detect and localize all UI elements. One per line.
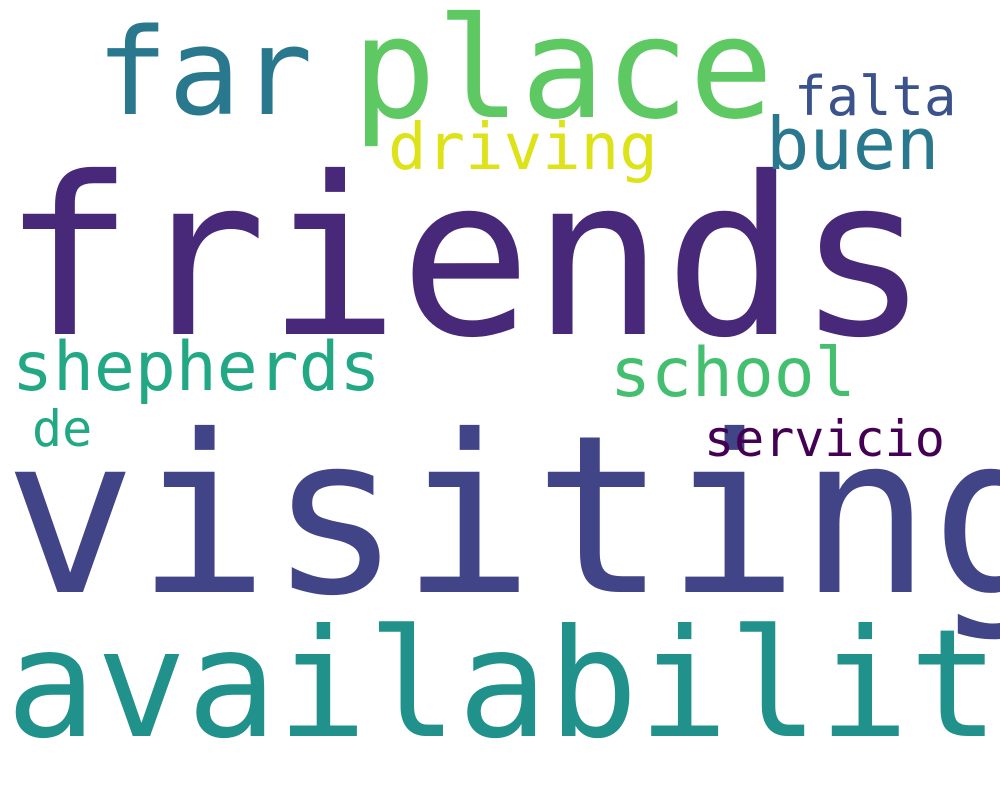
word-availability: availability — [6, 598, 1000, 772]
word-far: far — [96, 4, 313, 143]
word-driving: driving — [388, 111, 658, 185]
word-falta: falta — [794, 65, 957, 128]
word-shepherds: shepherds — [12, 328, 381, 407]
word-servicio: servicio — [704, 410, 945, 468]
word-school: school — [610, 334, 856, 413]
word-visiting: visiting — [4, 388, 1000, 644]
word-friends: friends — [2, 130, 930, 386]
word-place: place — [352, 0, 774, 151]
word-de: de — [32, 400, 93, 458]
word-buen: buen — [766, 102, 940, 186]
